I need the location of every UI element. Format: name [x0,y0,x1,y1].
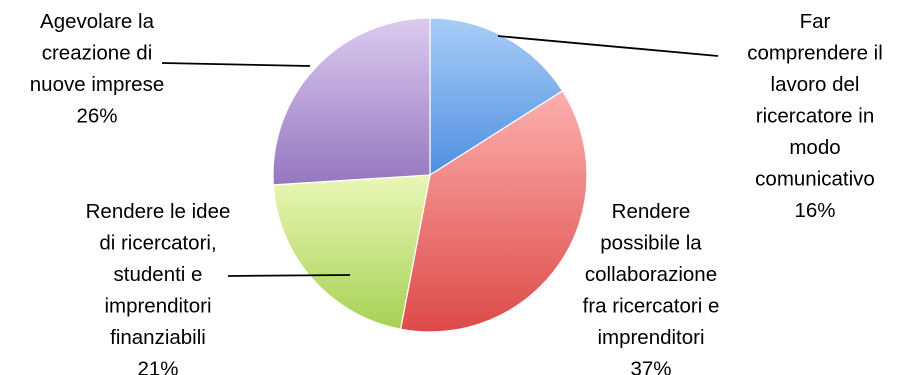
pie-slices [272,17,588,333]
percent-label: 37% [630,358,671,375]
leader-line-4 [161,62,311,67]
label-line: Rendere [612,200,691,223]
label-line: di ricercatori, [99,232,216,255]
slice-label-4: Agevolare la creazione di nuove imprese 26% [30,10,164,128]
pie-slice-3 [272,174,431,330]
percent-label: 21% [137,358,178,375]
label-line: fra ricercatori e [583,295,720,318]
percent-label: 16% [794,199,835,222]
label-line: imprenditori [597,326,704,349]
label-line: ricercatore in [756,105,875,128]
label-line: comunicativo [755,168,875,191]
slice-label-3: Rendere le idee di ricercatori, studenti e… [86,200,231,375]
slice-label-2: Rendere possibile la collaborazione fra ric… [583,200,720,375]
pie-slice-4 [272,17,431,186]
label-line: imprenditori [104,295,211,318]
label-line: creazione di [42,42,153,65]
pie-slice-2 [399,90,588,333]
label-line: comprendere il [747,42,883,65]
label-line: possibile la [600,232,702,255]
label-line: Far [800,10,831,33]
label-line: Rendere le idee [86,200,231,223]
leader-lines [161,35,719,277]
leader-line-3 [227,274,351,277]
label-line: finanziabili [110,326,206,349]
label-line: Agevolare la [40,10,155,33]
label-line: lavoro del [771,73,860,96]
slice-labels: Far comprendere il lavoro del ricercatore i… [30,10,883,375]
leader-line-1 [497,35,719,57]
label-line: collaborazione [585,263,717,286]
label-line: modo [789,136,840,159]
label-line: studenti e [114,263,203,286]
percent-label: 26% [76,105,117,128]
slice-label-1: Far comprendere il lavoro del ricercatore i… [747,10,883,222]
label-line: nuove imprese [30,73,164,96]
